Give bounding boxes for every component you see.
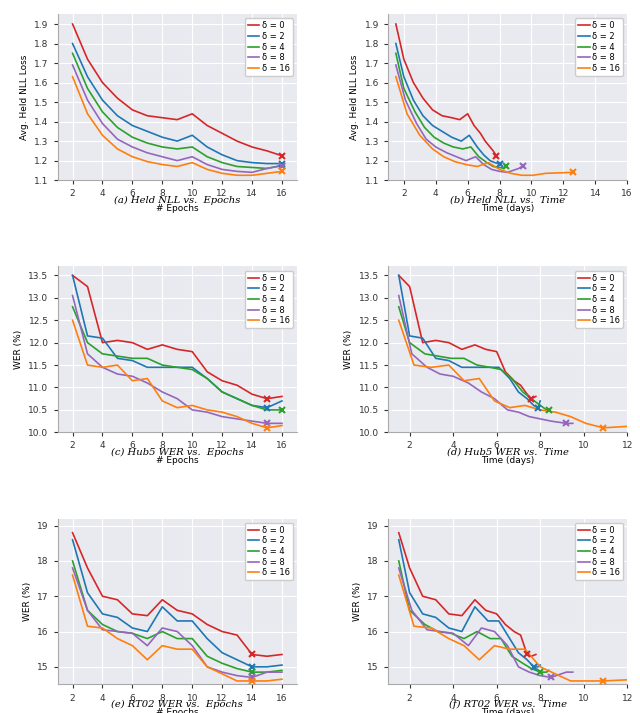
Text: (e) RT02 WER vs.  Epochs: (e) RT02 WER vs. Epochs (111, 700, 243, 709)
X-axis label: Time (days): Time (days) (481, 204, 534, 212)
Text: (b) Held NLL vs.  Time: (b) Held NLL vs. Time (450, 196, 565, 205)
Legend: δ = 0, δ = 2, δ = 4, δ = 8, δ = 16: δ = 0, δ = 2, δ = 4, δ = 8, δ = 16 (575, 19, 623, 76)
Legend: δ = 0, δ = 2, δ = 4, δ = 8, δ = 16: δ = 0, δ = 2, δ = 4, δ = 8, δ = 16 (244, 271, 292, 328)
Text: (d) Hub5 WER vs.  Time: (d) Hub5 WER vs. Time (447, 448, 568, 457)
Text: (a) Held NLL vs.  Epochs: (a) Held NLL vs. Epochs (114, 196, 241, 205)
Legend: δ = 0, δ = 2, δ = 4, δ = 8, δ = 16: δ = 0, δ = 2, δ = 4, δ = 8, δ = 16 (244, 19, 292, 76)
X-axis label: # Epochs: # Epochs (156, 204, 198, 212)
X-axis label: Time (days): Time (days) (481, 708, 534, 713)
Text: (c) Hub5 WER vs.  Epochs: (c) Hub5 WER vs. Epochs (111, 448, 244, 457)
Y-axis label: WER (%): WER (%) (353, 582, 362, 621)
Legend: δ = 0, δ = 2, δ = 4, δ = 8, δ = 16: δ = 0, δ = 2, δ = 4, δ = 8, δ = 16 (244, 523, 292, 580)
Legend: δ = 0, δ = 2, δ = 4, δ = 8, δ = 16: δ = 0, δ = 2, δ = 4, δ = 8, δ = 16 (575, 271, 623, 328)
X-axis label: # Epochs: # Epochs (156, 708, 198, 713)
X-axis label: Time (days): Time (days) (481, 456, 534, 465)
X-axis label: # Epochs: # Epochs (156, 456, 198, 465)
Legend: δ = 0, δ = 2, δ = 4, δ = 8, δ = 16: δ = 0, δ = 2, δ = 4, δ = 8, δ = 16 (575, 523, 623, 580)
Y-axis label: Avg. Held NLL Loss: Avg. Held NLL Loss (20, 54, 29, 140)
Y-axis label: WER (%): WER (%) (22, 582, 31, 621)
Y-axis label: WER (%): WER (%) (344, 329, 353, 369)
Y-axis label: Avg. Held NLL Loss: Avg. Held NLL Loss (350, 54, 359, 140)
Y-axis label: WER (%): WER (%) (14, 329, 23, 369)
Text: (f) RT02 WER vs.  Time: (f) RT02 WER vs. Time (449, 700, 566, 709)
